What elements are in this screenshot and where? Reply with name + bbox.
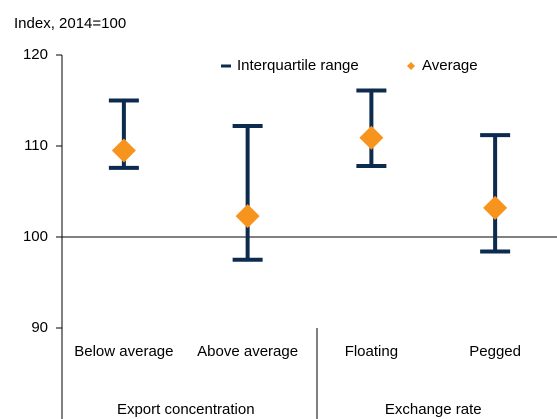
legend-label: Interquartile range (237, 57, 359, 74)
group-label: Export concentration (117, 401, 255, 418)
legend-label: Average (422, 57, 478, 74)
average-marker (235, 204, 260, 229)
y-tick-label: 120 (23, 46, 48, 63)
x-tick-label: Floating (344, 343, 399, 360)
axis-title: Index, 2014=100 (14, 15, 126, 32)
x-tick-label: Pegged (469, 343, 521, 360)
y-tick-label: 90 (31, 319, 48, 336)
average-marker (483, 195, 508, 220)
x-tick-label: Below average (74, 343, 174, 360)
x-tick-label: Above average (197, 343, 299, 360)
average-marker (111, 138, 136, 163)
y-tick-label: 110 (24, 137, 48, 154)
y-tick-label: 100 (23, 228, 48, 245)
legend-swatch (407, 62, 415, 70)
average-marker (359, 125, 384, 150)
group-label: Exchange rate (385, 401, 482, 418)
